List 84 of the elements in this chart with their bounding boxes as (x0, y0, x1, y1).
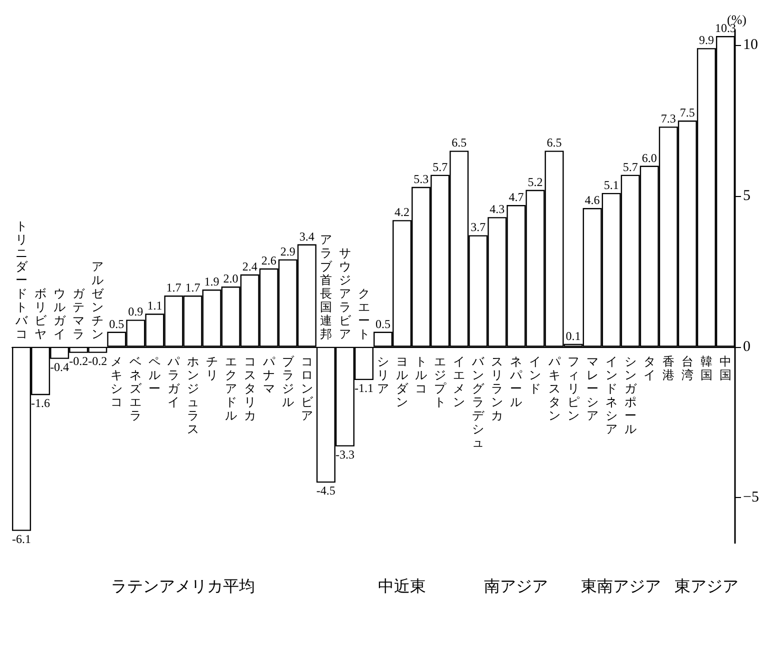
x-tick-label: アルゼンチン (92, 260, 105, 342)
data-label: 5.2 (528, 174, 543, 189)
data-label: 5.3 (414, 172, 429, 186)
data-label: 9.9 (698, 33, 714, 48)
x-tick-label: コロンビア (300, 354, 314, 423)
data-label: 0.1 (566, 328, 581, 343)
x-tick-label: トルコ (415, 354, 428, 396)
y-tick-label: 5 (743, 188, 750, 204)
text: 中近東 (378, 578, 426, 596)
data-label: 7.3 (660, 112, 676, 126)
data-label: 4.3 (490, 202, 505, 216)
x-tick-label: インドネシア (605, 354, 618, 436)
x-tick-label: パラガイ (166, 354, 181, 410)
x-tick-label: ベネズエラ (130, 354, 143, 423)
x-tick-label: コスタリカ (244, 354, 256, 423)
x-tick-label: ネパール (509, 354, 524, 410)
x-tick-label: ボリビヤ (34, 286, 48, 342)
x-tick-label: 韓国 (700, 354, 712, 382)
data-label: 5.7 (622, 160, 638, 174)
x-tick-label: タイ (643, 354, 656, 382)
data-label: 6.5 (546, 136, 562, 150)
data-label: 6.5 (452, 136, 467, 150)
x-tick-label: チリ (206, 354, 218, 382)
x-tick-label: 台湾 (681, 354, 694, 382)
data-label: -1.6 (31, 396, 50, 410)
x-tick-label: フィリピン (567, 354, 580, 423)
data-label: 1.9 (204, 274, 220, 289)
x-tick-label: サウジアラビア (338, 246, 352, 342)
data-label: 2.0 (223, 272, 238, 286)
x-tick-label: マレーシア (586, 354, 598, 423)
data-label: 2.4 (242, 259, 258, 274)
data-label: 2.6 (261, 253, 276, 268)
data-label: 5.7 (432, 160, 448, 174)
x-tick-label: インド (529, 354, 542, 396)
data-label: 1.7 (185, 280, 200, 295)
x-tick-label: エジプト (434, 354, 448, 410)
data-label: -3.3 (335, 447, 354, 462)
x-tick-label: バングラデシュ (471, 354, 486, 450)
text: ラテンアメリカ平均 (111, 578, 256, 596)
data-label: 4.6 (584, 193, 600, 208)
category-label: トリニダードトバコ (16, 219, 28, 342)
x-tick-label: ブラジル (282, 354, 295, 410)
text: 東アジア (674, 578, 738, 596)
x-tick-label: ペルー (148, 354, 161, 396)
text: 東南アジア (580, 578, 661, 596)
x-tick-label: クエート (358, 286, 370, 342)
x-tick-label: ガテマラ (72, 286, 86, 342)
data-label: 3.7 (470, 220, 486, 234)
x-tick-label: ホンジュラス (186, 354, 199, 436)
x-tick-label: ウルガイ (54, 286, 67, 342)
x-tick-label: メキシコ (110, 354, 123, 410)
data-label: -0.2 (88, 354, 108, 368)
data-label: 0.5 (376, 316, 391, 331)
y-tick-label: 0 (743, 338, 750, 355)
data-label: 1.7 (166, 280, 182, 295)
data-label: -6.1 (12, 532, 32, 546)
data-label: 7.5 (680, 106, 695, 120)
data-label: 4.7 (508, 190, 524, 204)
x-tick-label: スリランカ (491, 354, 504, 423)
data-label: 0.9 (128, 304, 144, 319)
x-tick-label: ヨルダン (396, 354, 410, 410)
x-tick-label: パキスタン (547, 354, 562, 423)
data-label: 6.0 (642, 150, 657, 165)
data-label: -0.4 (50, 360, 70, 374)
x-tick-label: 中国 (719, 354, 732, 382)
x-tick-label: エクアドル (224, 354, 237, 423)
text: 南アジア (484, 578, 548, 596)
data-label: -4.5 (316, 484, 336, 498)
x-tick-label: パナマ (262, 354, 276, 396)
x-tick-label: アラブ首長国連邦 (320, 232, 333, 342)
data-label: 3.4 (299, 229, 314, 244)
x-tick-label: シンガポール (624, 354, 638, 436)
data-label: 4.2 (394, 205, 410, 220)
y-tick-label: −5 (743, 490, 759, 506)
data-label: -0.2 (69, 354, 88, 368)
y-tick-label: 10 (743, 37, 758, 54)
data-label: 0.5 (109, 316, 124, 331)
data-label: 1.1 (147, 298, 162, 313)
data-label: -1.1 (354, 381, 374, 396)
x-tick-label: イエメン (453, 354, 466, 410)
x-tick-label: シリア (377, 354, 390, 396)
x-tick-label: 香港 (662, 354, 674, 382)
data-label: 5.1 (604, 178, 619, 192)
data-label: 2.9 (280, 244, 296, 258)
